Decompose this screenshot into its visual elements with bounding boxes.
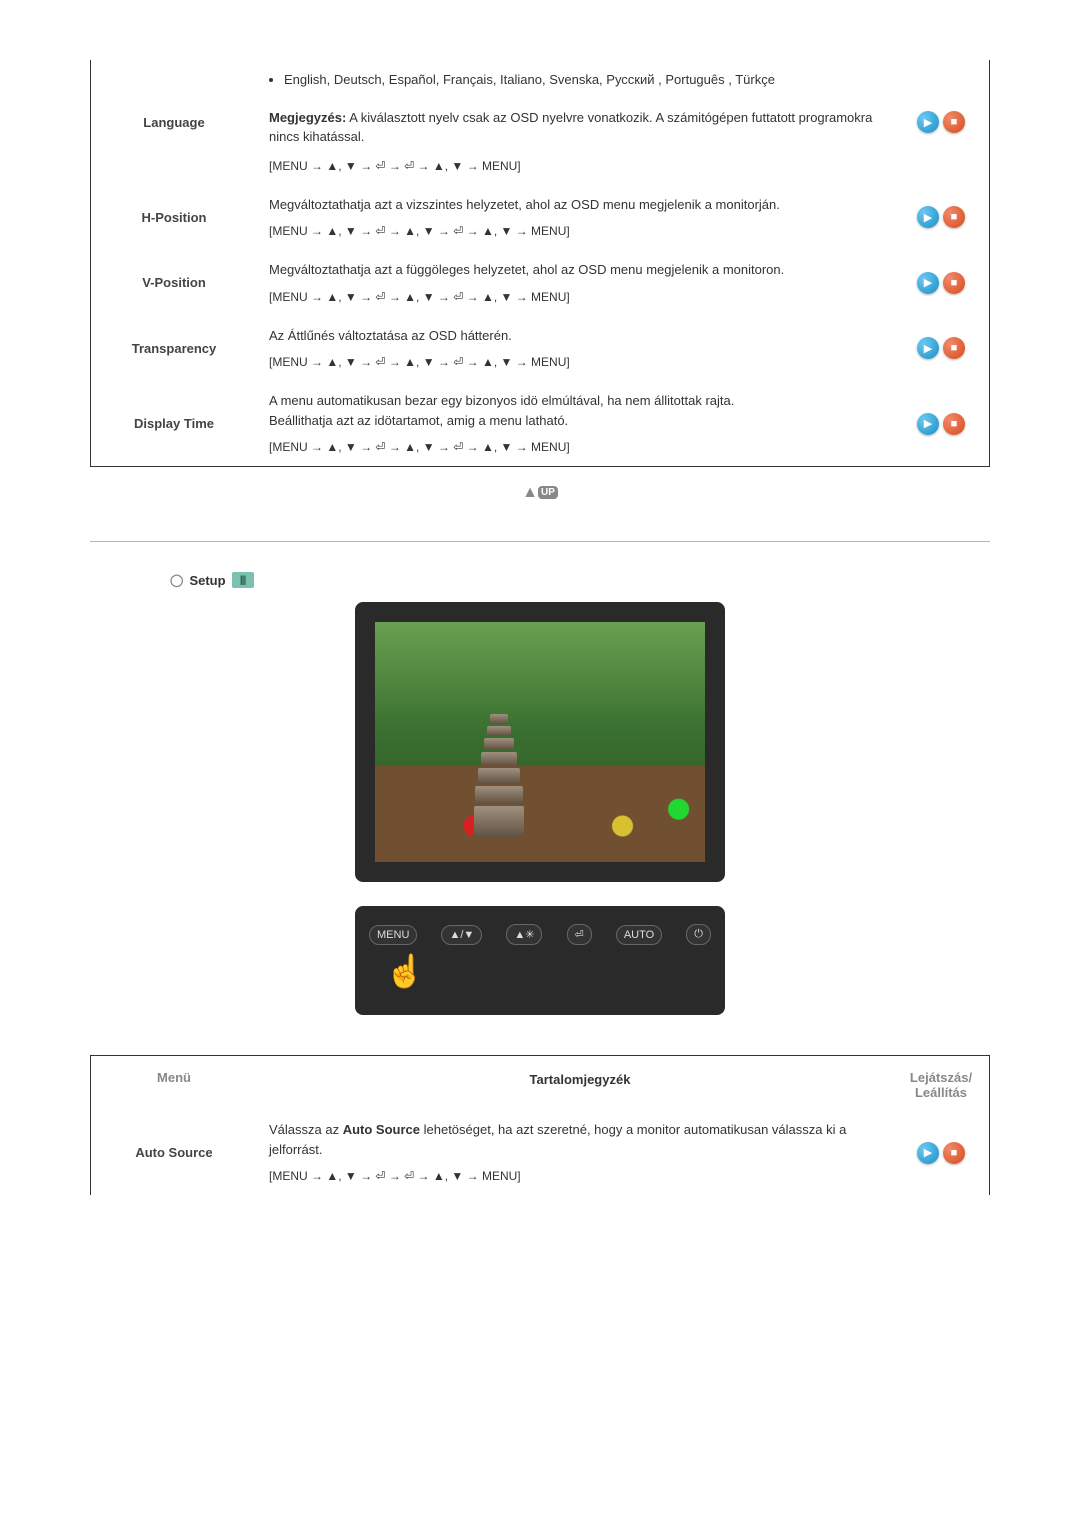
menu-path-h-position: [MENU → ▲, ▼ → ⏎ → ▲, ▼ → ⏎ → ▲, ▼ → MEN…: [269, 222, 891, 240]
vposition-text: Megváltoztathatja azt a függöleges helyz…: [269, 260, 891, 280]
setup-title: Setup: [189, 573, 225, 588]
row-h-position: H-Position Megváltoztathatja azt a vizsz…: [91, 185, 989, 251]
row-auto-source: Auto Source Válassza az Auto Source lehe…: [91, 1110, 989, 1195]
menu-path-language: [MENU → ▲, ▼ → ⏎ → ⏎ → ▲, ▼ → MENU]: [269, 157, 891, 175]
stop-button[interactable]: ■: [943, 337, 965, 359]
play-button[interactable]: ▶: [917, 272, 939, 294]
control-menu[interactable]: MENU: [369, 925, 417, 945]
stop-button[interactable]: ■: [943, 413, 965, 435]
header-menu: Menü: [99, 1070, 259, 1100]
monitor-preview: [355, 602, 725, 882]
label-v-position: V-Position: [99, 275, 259, 290]
play-button[interactable]: ▶: [917, 1142, 939, 1164]
up-label: UP: [538, 486, 558, 499]
menu-path-display-time: [MENU → ▲, ▼ → ⏎ → ▲, ▼ → ⏎ → ▲, ▼ → MEN…: [269, 438, 891, 456]
desc-v-position: Megváltoztathatja azt a függöleges helyz…: [259, 260, 901, 306]
play-button[interactable]: ▶: [917, 413, 939, 435]
row-transparency: Transparency Az Áttlűnés változtatása az…: [91, 316, 989, 382]
play-button[interactable]: ▶: [917, 337, 939, 359]
desc-transparency: Az Áttlűnés változtatása az OSD hátterén…: [259, 326, 901, 372]
pagoda-graphic: [474, 712, 524, 852]
desc-h-position: Megváltoztathatja azt a vizszintes helyz…: [259, 195, 901, 241]
header-desc: Tartalomjegyzék: [259, 1070, 901, 1100]
section-divider: [90, 541, 990, 542]
row-language: Language English, Deutsch, Español, Fran…: [91, 60, 989, 185]
hposition-text: Megváltoztathatja azt a vizszintes helyz…: [269, 195, 891, 215]
menu-path-transparency: [MENU → ▲, ▼ → ⏎ → ▲, ▼ → ⏎ → ▲, ▼ → MEN…: [269, 353, 891, 371]
menu-path-v-position: [MENU → ▲, ▼ → ⏎ → ▲, ▼ → ⏎ → ▲, ▼ → MEN…: [269, 288, 891, 306]
bullet-icon: ◯: [170, 573, 183, 587]
note-text: A kiválasztott nyelv csak az OSD nyelvre…: [269, 110, 872, 145]
menu-path-auto-source: [MENU → ▲, ▼ → ⏎ → ⏎ → ▲, ▼ → MENU]: [269, 1167, 891, 1185]
header-action-1: Lejátszás/: [901, 1070, 981, 1085]
language-list: English, Deutsch, Español, Français, Ita…: [284, 70, 891, 90]
label-h-position: H-Position: [99, 210, 259, 225]
label-display-time: Display Time: [99, 416, 259, 431]
label-transparency: Transparency: [99, 341, 259, 356]
control-brightness[interactable]: ▲/▼: [441, 925, 482, 945]
back-to-top[interactable]: ▲UP: [522, 485, 558, 501]
control-auto[interactable]: AUTO: [616, 925, 662, 945]
up-arrow-icon: ▲: [522, 485, 538, 501]
control-power[interactable]: ⏻: [686, 924, 711, 945]
stop-button[interactable]: ■: [943, 1142, 965, 1164]
hand-cursor-icon: ☝: [385, 952, 425, 990]
stop-button[interactable]: ■: [943, 272, 965, 294]
desc-display-time: A menu automatikusan bezar egy bizonyos …: [259, 391, 901, 456]
setup-heading: ◯ Setup |||: [170, 572, 990, 588]
play-button[interactable]: ▶: [917, 111, 939, 133]
note-label: Megjegyzés:: [269, 110, 346, 125]
setup-table-header: Menü Tartalomjegyzék Lejátszás/ Leállítá…: [91, 1056, 989, 1110]
stop-button[interactable]: ■: [943, 206, 965, 228]
header-action-2: Leállítás: [901, 1085, 981, 1100]
setup-icon: |||: [232, 572, 254, 588]
setup-table: Menü Tartalomjegyzék Lejátszás/ Leállítá…: [90, 1055, 990, 1195]
auto-source-text1: Válassza az: [269, 1122, 343, 1137]
label-language: Language: [99, 115, 259, 130]
play-button[interactable]: ▶: [917, 206, 939, 228]
stop-button[interactable]: ■: [943, 111, 965, 133]
control-enter[interactable]: ⏎: [567, 924, 592, 945]
row-display-time: Display Time A menu automatikusan bezar …: [91, 381, 989, 467]
transparency-text: Az Áttlűnés változtatása az OSD hátterén…: [269, 326, 891, 346]
osd-settings-table: Language English, Deutsch, Español, Fran…: [90, 60, 990, 467]
desc-language: English, Deutsch, Español, Français, Ita…: [259, 70, 901, 175]
display-time-text2: Beállithatja azt az idötartamot, amig a …: [269, 411, 891, 431]
control-contrast[interactable]: ▲✳: [506, 924, 542, 945]
auto-source-bold: Auto Source: [343, 1122, 420, 1137]
label-auto-source: Auto Source: [99, 1145, 259, 1160]
display-time-text1: A menu automatikusan bezar egy bizonyos …: [269, 391, 891, 411]
preview-image: [375, 622, 705, 862]
desc-auto-source: Válassza az Auto Source lehetöséget, ha …: [259, 1120, 901, 1185]
monitor-controls: MENU ▲/▼ ▲✳ ⏎ AUTO ⏻ ☝: [355, 906, 725, 1015]
row-v-position: V-Position Megváltoztathatja azt a függö…: [91, 250, 989, 316]
